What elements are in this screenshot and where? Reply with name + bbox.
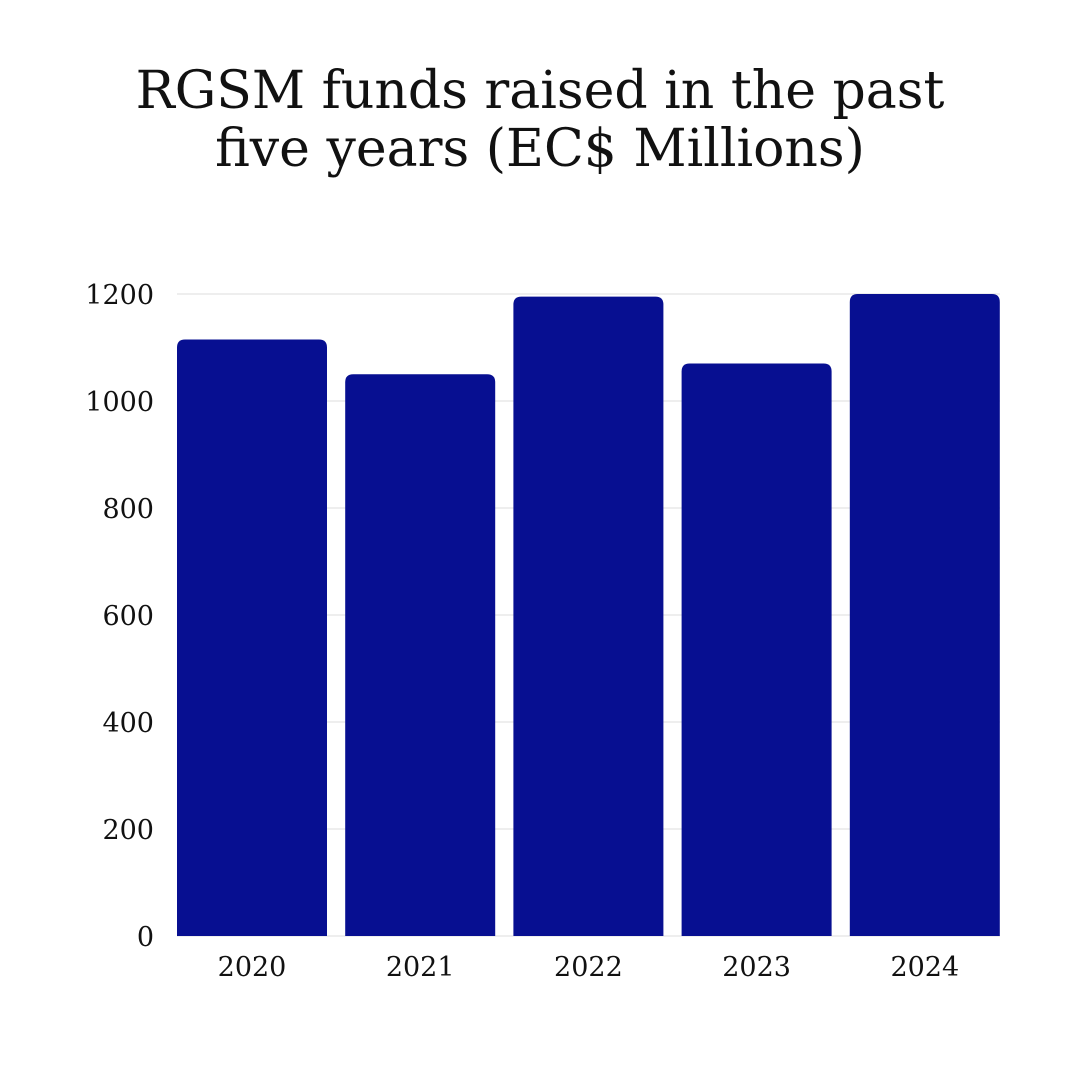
bar-2020: [177, 339, 327, 936]
y-tick-label: 1200: [85, 280, 154, 311]
y-tick-label: 600: [102, 601, 154, 632]
x-tick-label: 2020: [218, 952, 287, 983]
bar-2022: [513, 297, 663, 936]
bar-2021: [345, 374, 495, 936]
x-tick-label: 2024: [890, 952, 959, 983]
y-tick-label: 400: [102, 708, 154, 739]
bar-2024: [850, 294, 1000, 936]
y-axis-tick-labels: 0 200 400 600 800 1000 1200: [85, 280, 154, 953]
bars: [177, 294, 1000, 936]
bar-2023: [682, 364, 832, 936]
x-tick-label: 2023: [722, 952, 791, 983]
y-tick-label: 800: [102, 494, 154, 525]
x-tick-label: 2021: [386, 952, 455, 983]
y-tick-label: 200: [102, 815, 154, 846]
x-tick-label: 2022: [554, 952, 623, 983]
x-axis-tick-labels: 2020 2021 2022 2023 2024: [218, 952, 960, 983]
y-tick-label: 0: [137, 922, 154, 953]
y-tick-label: 1000: [85, 387, 154, 418]
